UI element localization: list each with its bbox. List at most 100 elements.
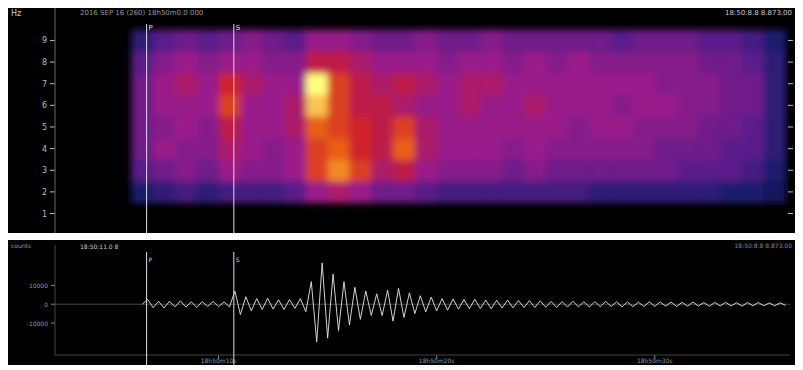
heatmap-cell [568, 138, 590, 160]
heatmap-cell [153, 73, 175, 95]
heatmap-cell [764, 95, 786, 117]
heatmap-cell [698, 30, 720, 52]
heatmap-cell [742, 116, 764, 138]
heatmap-cell [415, 138, 437, 160]
heatmap-cell [720, 95, 742, 117]
heatmap-cell [131, 159, 153, 181]
y-tick [50, 126, 55, 127]
y-tick-right [788, 170, 793, 171]
heatmap-cell [262, 138, 284, 160]
heatmap-cell [589, 159, 611, 181]
x-tick-label: 18h50m10s [201, 357, 237, 364]
heatmap-cell [568, 73, 590, 95]
x-tick-label: 18h50m20s [419, 357, 455, 364]
heatmap-cell [480, 95, 502, 117]
heatmap-cell [611, 30, 633, 52]
heatmap-cell [633, 159, 655, 181]
heatmap-cell [349, 51, 371, 73]
heatmap-cell [655, 116, 677, 138]
heatmap-cell [502, 159, 524, 181]
heatmap-cell [328, 181, 350, 203]
heatmap-cell [437, 51, 459, 73]
phase-marker [233, 24, 234, 233]
heatmap-cell [349, 181, 371, 203]
heatmap-cell [611, 181, 633, 203]
heatmap-cell [437, 30, 459, 52]
heatmap-cell [458, 51, 480, 73]
heatmap-cell [458, 73, 480, 95]
heatmap-cell [611, 51, 633, 73]
heatmap-cell [175, 116, 197, 138]
heatmap-cell [284, 181, 306, 203]
heatmap-cell [240, 95, 262, 117]
y-tick-right [788, 213, 793, 214]
heatmap-cell [131, 95, 153, 117]
heatmap-cell [371, 116, 393, 138]
heatmap-cell [458, 181, 480, 203]
heatmap-cell [655, 30, 677, 52]
y-tick [50, 191, 55, 192]
y-tick [50, 170, 55, 171]
heatmap-cell [262, 73, 284, 95]
heatmap-cell [371, 159, 393, 181]
heatmap-cell [219, 73, 241, 95]
heatmap-cell [219, 181, 241, 203]
heatmap-cell [437, 181, 459, 203]
heatmap-cell [306, 181, 328, 203]
heatmap-cell [502, 181, 524, 203]
heatmap-cell [655, 51, 677, 73]
heatmap-cell [764, 73, 786, 95]
y-tick-label: 3 [42, 166, 47, 175]
y-tick-right [788, 191, 793, 192]
heatmap-cell [568, 116, 590, 138]
heatmap-cell [546, 138, 568, 160]
heatmap-cell [633, 30, 655, 52]
y-tick [50, 83, 55, 84]
heatmap-cell [480, 159, 502, 181]
heatmap-cell [393, 51, 415, 73]
heatmap-cell [764, 51, 786, 73]
heatmap [131, 30, 786, 204]
heatmap-cell [633, 181, 655, 203]
heatmap-cell [655, 159, 677, 181]
y-tick [50, 62, 55, 63]
heatmap-cell [437, 116, 459, 138]
heatmap-cell [458, 116, 480, 138]
x-axis [55, 355, 790, 356]
heatmap-cell [589, 95, 611, 117]
heatmap-cell [742, 181, 764, 203]
phase-label: P [149, 256, 153, 263]
heatmap-cell [720, 116, 742, 138]
y-tick-label: 9 [42, 36, 47, 45]
heatmap-cell [458, 95, 480, 117]
y-tick-label: 8 [42, 58, 47, 67]
heatmap-cell [262, 51, 284, 73]
y-tick-label: 1 [42, 210, 47, 219]
heatmap-cell [677, 181, 699, 203]
y-label: Hz [11, 9, 21, 18]
heatmap-cell [371, 181, 393, 203]
heatmap-cell [219, 95, 241, 117]
heatmap-cell [153, 138, 175, 160]
y-tick-label: 7 [42, 80, 47, 89]
heatmap-cell [611, 95, 633, 117]
subtitle: 18:50:8.8 8.873.00 [725, 9, 792, 17]
heatmap-cell [589, 116, 611, 138]
heatmap-cell [502, 51, 524, 73]
heatmap-cell [240, 138, 262, 160]
heatmap-cell [677, 138, 699, 160]
y-axis [55, 245, 56, 355]
heatmap-cell [284, 116, 306, 138]
y-tick-right [788, 148, 793, 149]
heatmap-cell [633, 138, 655, 160]
y-tick [50, 213, 55, 214]
heatmap-cell [328, 95, 350, 117]
heatmap-cell [764, 138, 786, 160]
heatmap-cell [524, 51, 546, 73]
phase-label: P [149, 24, 153, 32]
heatmap-cell [393, 30, 415, 52]
heatmap-cell [524, 30, 546, 52]
heatmap-cell [131, 138, 153, 160]
heatmap-cell [393, 116, 415, 138]
heatmap-cell [480, 181, 502, 203]
